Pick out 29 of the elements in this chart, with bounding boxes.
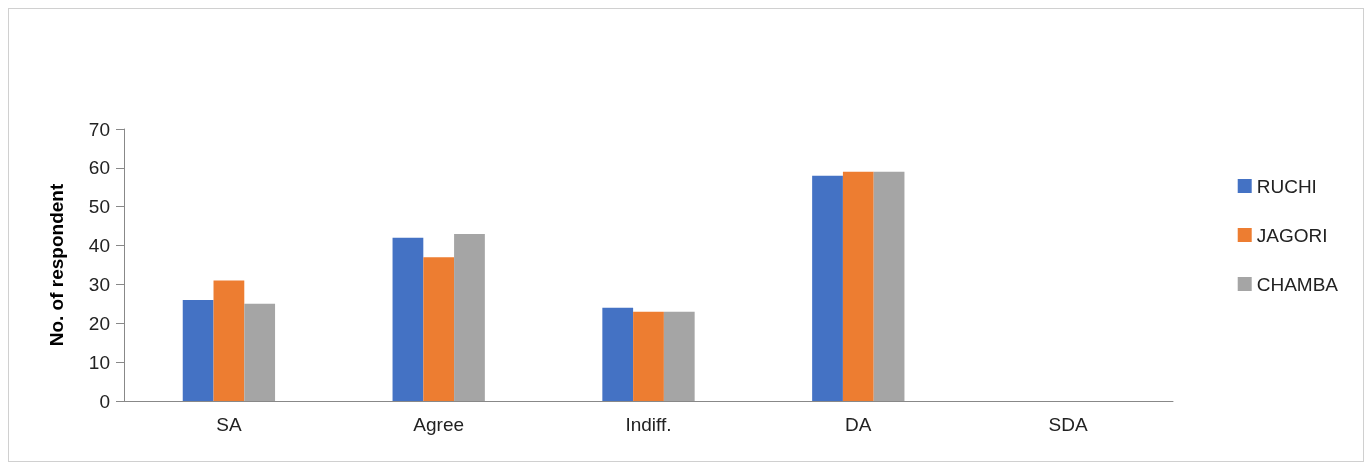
bar [842,171,874,401]
y-tick-label: 60 [88,157,110,179]
bar [602,307,634,401]
legend-label: JAGORI [1256,224,1328,246]
bar [182,299,214,401]
y-axis-title: No. of respondent [46,183,67,347]
bar [454,233,485,401]
x-tick-label: DA [845,414,872,435]
bar [812,175,843,401]
y-tick-label: 0 [99,390,110,412]
bar [663,311,695,401]
y-tick-label: 20 [88,312,110,334]
bar [244,303,276,401]
bar [213,280,245,401]
legend-label: RUCHI [1256,175,1317,197]
bar [423,257,455,401]
y-tick-label: 40 [88,235,110,257]
x-tick-label: Agree [413,414,465,435]
x-tick-label: Indiff. [625,414,672,435]
y-tick-label: 30 [88,273,110,295]
x-tick-label: SDA [1048,414,1088,435]
bar [633,311,664,401]
x-tick-label: SA [216,414,242,435]
y-tick-label: 50 [88,196,110,218]
y-tick-label: 10 [88,351,110,373]
bar [873,171,905,401]
legend-label: CHAMBA [1256,273,1339,295]
bar [392,237,424,401]
y-tick-label: 70 [88,118,110,140]
